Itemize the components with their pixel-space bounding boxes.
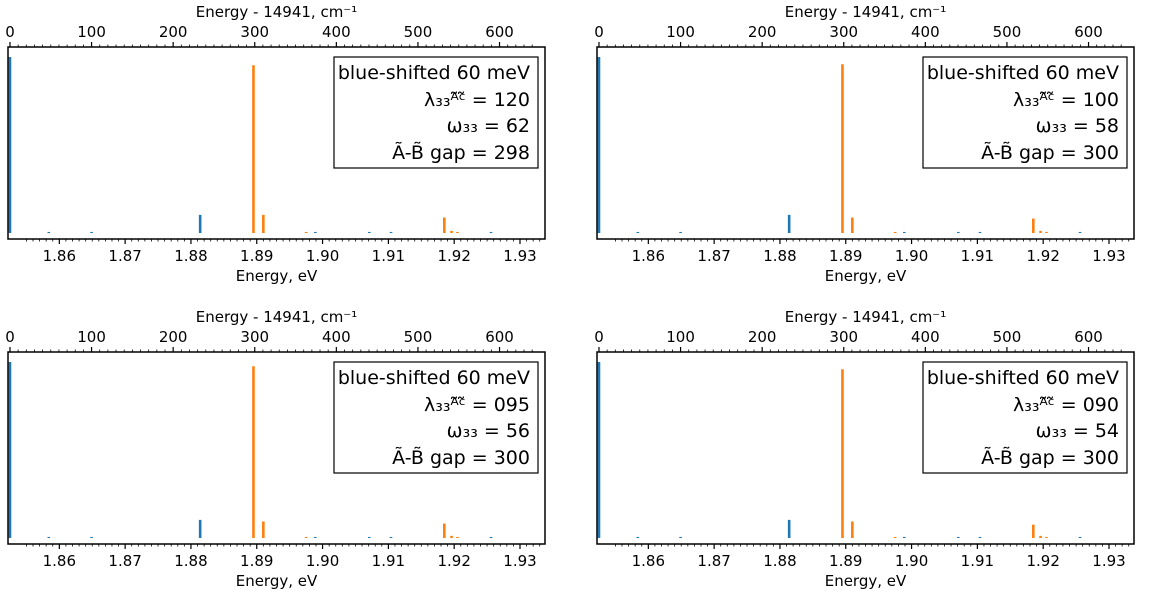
top-tick-label: 0: [594, 328, 604, 346]
chart-panel-4: 1.86 1.87 1.88 1.89 1.90 1.91 1.92 1.93 Energy, …: [594, 308, 1135, 590]
bottom-tick-label: 1.90: [306, 552, 339, 570]
top-tick-label: 400: [911, 328, 940, 346]
top-tick-label: 200: [748, 328, 777, 346]
bottom-tick-label: 1.93: [1092, 552, 1125, 570]
top-tick-label: 400: [322, 23, 351, 41]
bottom-tick-label: 1.91: [372, 247, 405, 265]
bottom-tick-label: 1.87: [697, 247, 730, 265]
legend-line-4: Ã-B̃ gap = 300: [981, 141, 1119, 164]
bottom-tick-label: 1.90: [895, 552, 928, 570]
top-tick-label: 300: [240, 23, 269, 41]
legend-line-2: λ₃₃ᴬ̃ᶜ̃ = 090: [1013, 394, 1119, 416]
top-tick-label: 0: [594, 23, 604, 41]
top-tick-label: 600: [1074, 328, 1103, 346]
bottom-tick-label: 1.91: [961, 247, 994, 265]
legend-line-2: λ₃₃ᴬ̃ᶜ̃ = 120: [424, 89, 530, 111]
legend-line-3: ω₃₃ = 58: [1036, 115, 1119, 137]
top-tick-label: 300: [829, 328, 858, 346]
top-tick-label: 600: [1074, 23, 1103, 41]
bottom-tick-label: 1.92: [437, 247, 470, 265]
legend-line-4: Ã-B̃ gap = 300: [392, 446, 530, 469]
top-axis-title: Energy - 14941, cm⁻¹: [785, 308, 947, 326]
legend-line-2: λ₃₃ᴬ̃ᶜ̃ = 100: [1013, 89, 1119, 111]
bottom-tick-label: 1.93: [503, 552, 536, 570]
top-tick-label: 500: [404, 328, 433, 346]
top-tick-label: 0: [5, 23, 15, 41]
legend-line-1: blue-shifted 60 meV: [927, 367, 1119, 389]
bottom-tick-label: 1.86: [43, 552, 76, 570]
x-axis-title: Energy, eV: [236, 572, 318, 590]
top-tick-label: 400: [322, 328, 351, 346]
top-tick-label: 600: [485, 328, 514, 346]
bottom-tick-label: 1.92: [1026, 552, 1059, 570]
top-axis-title: Energy - 14941, cm⁻¹: [196, 3, 358, 21]
x-axis-title: Energy, eV: [825, 267, 907, 285]
bottom-tick-label: 1.87: [108, 552, 141, 570]
legend-line-3: ω₃₃ = 62: [447, 115, 530, 137]
bottom-tick-label: 1.86: [43, 247, 76, 265]
legend-box: [333, 361, 539, 474]
top-tick-label: 200: [159, 23, 188, 41]
chart-panel-2: 1.86 1.87 1.88 1.89 1.90 1.91 1.92 1.93 Energy, …: [594, 3, 1135, 285]
top-tick-label: 300: [240, 328, 269, 346]
top-tick-label: 500: [993, 328, 1022, 346]
legend-line-2: λ₃₃ᴬ̃ᶜ̃ = 095: [424, 394, 530, 416]
legend-line-3: ω₃₃ = 54: [1036, 420, 1119, 442]
bottom-tick-label: 1.93: [1092, 247, 1125, 265]
bottom-tick-label: 1.91: [372, 552, 405, 570]
legend-box: [922, 361, 1128, 474]
bottom-tick-label: 1.88: [174, 247, 207, 265]
bottom-tick-label: 1.88: [174, 552, 207, 570]
chart-panel-3: 1.86 1.87 1.88 1.89 1.90 1.91 1.92 1.93 Energy, …: [5, 308, 546, 590]
bottom-tick-label: 1.89: [240, 552, 273, 570]
bottom-tick-label: 1.90: [895, 247, 928, 265]
legend-box: [922, 56, 1128, 169]
bottom-tick-label: 1.92: [1026, 247, 1059, 265]
legend-line-4: Ã-B̃ gap = 300: [981, 446, 1119, 469]
bottom-tick-label: 1.86: [632, 247, 665, 265]
bottom-tick-label: 1.89: [829, 247, 862, 265]
bottom-tick-label: 1.90: [306, 247, 339, 265]
top-tick-label: 600: [485, 23, 514, 41]
x-axis-title: Energy, eV: [825, 572, 907, 590]
top-tick-label: 100: [77, 23, 106, 41]
bottom-tick-label: 1.86: [632, 552, 665, 570]
top-tick-label: 0: [5, 328, 15, 346]
legend-line-1: blue-shifted 60 meV: [338, 62, 530, 84]
bottom-tick-label: 1.91: [961, 552, 994, 570]
top-tick-label: 400: [911, 23, 940, 41]
top-tick-label: 500: [404, 23, 433, 41]
legend-box: [333, 56, 539, 169]
bottom-tick-label: 1.89: [240, 247, 273, 265]
top-tick-label: 200: [159, 328, 188, 346]
bottom-tick-label: 1.87: [108, 247, 141, 265]
bottom-tick-label: 1.88: [763, 247, 796, 265]
bottom-tick-label: 1.92: [437, 552, 470, 570]
bottom-tick-label: 1.93: [503, 247, 536, 265]
top-axis-title: Energy - 14941, cm⁻¹: [785, 3, 947, 21]
top-tick-label: 100: [666, 23, 695, 41]
top-axis-title: Energy - 14941, cm⁻¹: [196, 308, 358, 326]
legend-line-1: blue-shifted 60 meV: [927, 62, 1119, 84]
top-tick-label: 500: [993, 23, 1022, 41]
x-axis-title: Energy, eV: [236, 267, 318, 285]
legend-line-4: Ã-B̃ gap = 298: [392, 141, 530, 164]
bottom-tick-label: 1.87: [697, 552, 730, 570]
legend-line-3: ω₃₃ = 56: [447, 420, 530, 442]
chart-panel-1: 1.86 1.87 1.88 1.89 1.90 1.91 1.92 1.93 Energy, …: [5, 3, 546, 285]
top-tick-label: 300: [829, 23, 858, 41]
bottom-tick-label: 1.89: [829, 552, 862, 570]
top-tick-label: 100: [666, 328, 695, 346]
bottom-tick-label: 1.88: [763, 552, 796, 570]
top-tick-label: 100: [77, 328, 106, 346]
legend-line-1: blue-shifted 60 meV: [338, 367, 530, 389]
top-tick-label: 200: [748, 23, 777, 41]
